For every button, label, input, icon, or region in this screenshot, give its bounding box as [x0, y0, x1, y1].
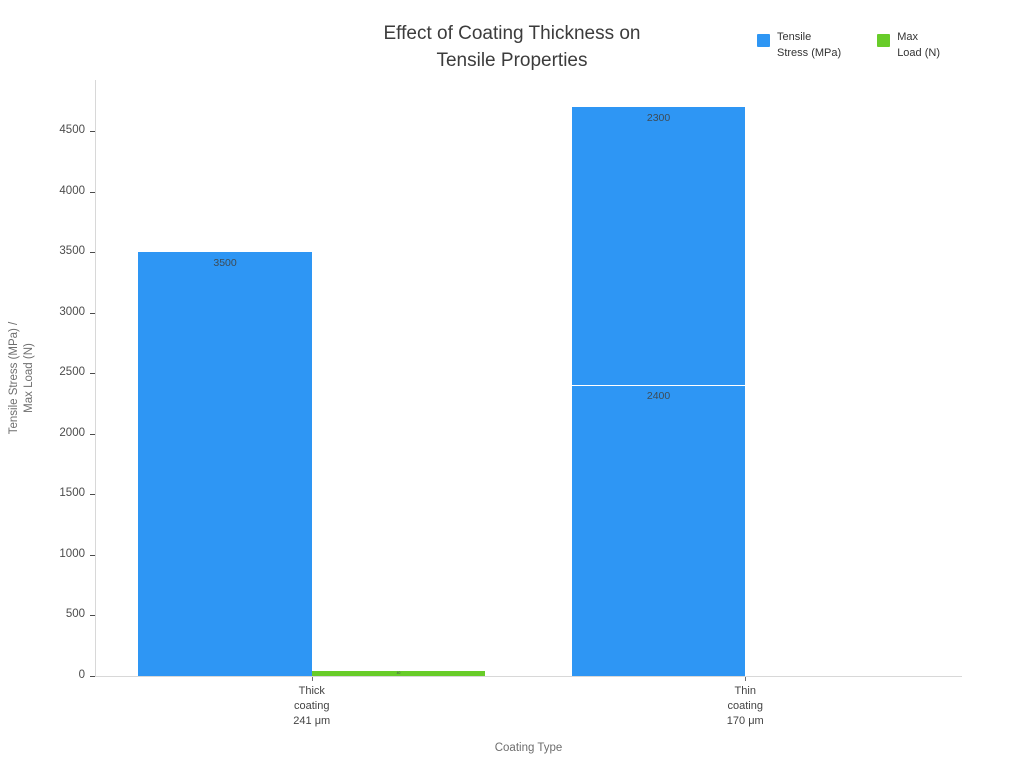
bar-value-label: 2300: [646, 111, 671, 124]
tensile-stress-swatch-icon: [757, 34, 770, 47]
y-tick-mark: [90, 494, 95, 496]
y-tick-mark: [90, 252, 95, 254]
x-tick-label: Thick coating 241 μm: [293, 685, 331, 727]
y-tick-mark: [90, 554, 95, 556]
x-tick-mark: [745, 676, 747, 681]
bar-value-label: 40: [396, 670, 401, 675]
x-tick-mark: [311, 676, 313, 681]
legend-item-tensile-stress[interactable]: Tensile Stress (MPa): [757, 29, 841, 61]
y-tick-mark: [90, 676, 95, 677]
legend: Tensile Stress (MPa) Max Load (N): [757, 29, 940, 61]
x-axis-label: Coating Type: [494, 742, 563, 754]
y-axis-line: [95, 80, 96, 676]
bar-segment[interactable]: [138, 252, 312, 676]
y-tick-label: 3000: [59, 305, 85, 318]
bar-value-label: 3500: [213, 257, 237, 270]
y-tick-label: 1000: [59, 547, 85, 560]
y-tick-mark: [90, 191, 95, 193]
y-tick-label: 3500: [59, 245, 85, 258]
bar-value-label: 2400: [646, 390, 671, 403]
y-tick-mark: [90, 312, 95, 314]
legend-label-tensile-stress: Tensile Stress (MPa): [777, 31, 842, 59]
legend-item-max-load[interactable]: Max Load (N): [877, 29, 940, 61]
max-load-swatch-icon: [877, 34, 891, 47]
y-tick-label: 2500: [59, 366, 85, 379]
y-tick-label: 4500: [59, 124, 85, 136]
y-tick-mark: [90, 373, 95, 375]
y-tick-mark: [90, 615, 95, 617]
legend-label-max-load: Max Load (N): [897, 31, 940, 59]
y-tick-label: 4000: [59, 184, 85, 197]
y-tick-label: 500: [65, 608, 85, 621]
x-tick-label: Thin coating 170 μm: [726, 685, 764, 727]
y-tick-mark: [90, 131, 95, 132]
y-tick-label: 0: [78, 669, 85, 681]
stack-separator: [571, 384, 746, 387]
y-tick-label: 2000: [59, 426, 85, 439]
y-tick-mark: [90, 433, 95, 435]
x-axis-line: [95, 676, 962, 677]
bar-segment[interactable]: [571, 106, 746, 386]
bar-segment[interactable]: [311, 671, 486, 676]
chart-title: Effect of Coating Thickness on Tensile P…: [383, 23, 641, 71]
y-tick-label: 1500: [59, 487, 85, 500]
bar-segment[interactable]: [571, 385, 746, 676]
